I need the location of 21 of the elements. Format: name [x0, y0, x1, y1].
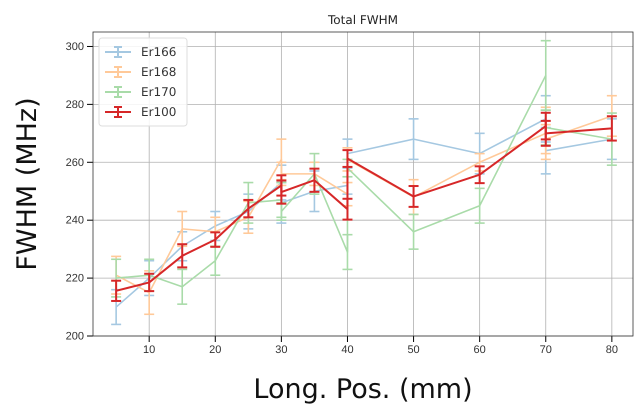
- y-tick-label: 220: [66, 272, 84, 285]
- y-tick-label: 300: [66, 40, 84, 53]
- chart-title: Total FWHM: [327, 13, 398, 27]
- legend-label: Er166: [141, 45, 176, 59]
- y-tick-label: 280: [66, 98, 84, 111]
- legend-label: Er168: [141, 65, 176, 79]
- x-tick-label: 60: [474, 344, 486, 356]
- legend-label: Er100: [141, 105, 176, 119]
- legend-label: Er170: [141, 85, 176, 99]
- y-axis-title: FWHM (MHz): [12, 97, 43, 271]
- x-axis-title: Long. Pos. (mm): [253, 374, 473, 405]
- y-tick-label: 240: [66, 214, 84, 227]
- y-tick-label: 200: [66, 330, 84, 343]
- x-tick-label: 50: [407, 344, 420, 356]
- x-tick-label: 30: [275, 344, 288, 356]
- x-tick-label: 20: [209, 344, 222, 356]
- x-tick-label: 10: [143, 344, 156, 356]
- y-tick-label: 260: [66, 156, 84, 169]
- x-tick-label: 70: [540, 344, 552, 356]
- x-tick-label: 80: [606, 344, 618, 356]
- x-tick-label: 40: [341, 344, 354, 356]
